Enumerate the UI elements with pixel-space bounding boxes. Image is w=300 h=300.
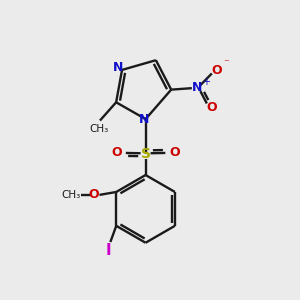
Text: +: + bbox=[202, 77, 210, 87]
Text: I: I bbox=[106, 243, 112, 258]
Text: O: O bbox=[169, 146, 180, 159]
Text: N: N bbox=[139, 112, 149, 126]
Text: N: N bbox=[112, 61, 123, 74]
Text: O: O bbox=[111, 146, 122, 159]
Text: O: O bbox=[207, 101, 218, 114]
Text: CH₃: CH₃ bbox=[61, 190, 80, 200]
Text: S: S bbox=[141, 146, 151, 161]
Text: CH₃: CH₃ bbox=[90, 124, 109, 134]
Text: ⁻: ⁻ bbox=[224, 59, 230, 69]
Text: O: O bbox=[212, 64, 222, 77]
Text: N: N bbox=[192, 81, 203, 94]
Text: O: O bbox=[88, 188, 99, 201]
